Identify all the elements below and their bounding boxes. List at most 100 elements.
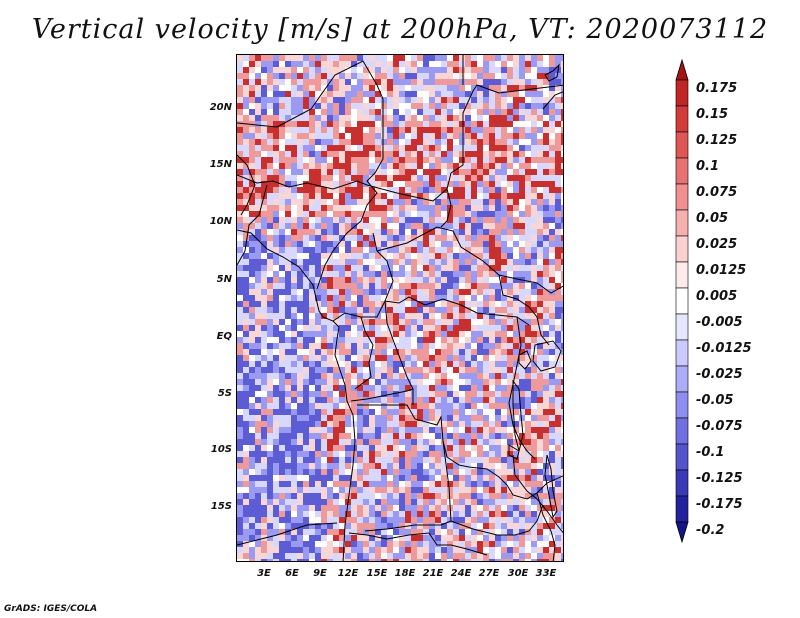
field-cell (321, 331, 327, 337)
field-cell (315, 529, 321, 535)
colorbar-label: 0.025 (696, 237, 738, 252)
field-cell (297, 61, 303, 67)
field-cell (525, 133, 531, 139)
field-cell (333, 229, 339, 235)
field-cell (513, 475, 519, 481)
field-cell (435, 499, 441, 505)
field-cell (279, 79, 285, 85)
field-cell (309, 67, 315, 73)
field-cell (243, 127, 249, 133)
field-cell (285, 325, 291, 331)
field-cell (507, 139, 513, 145)
field-cell (393, 187, 399, 193)
field-cell (393, 547, 399, 553)
field-cell (507, 361, 513, 367)
field-cell (309, 523, 315, 529)
field-cell (273, 451, 279, 457)
field-cell (501, 157, 507, 163)
field-cell (537, 265, 543, 271)
field-cell (441, 553, 447, 559)
field-cell (489, 499, 495, 505)
field-cell (507, 97, 513, 103)
field-cell (303, 535, 309, 541)
field-cell (351, 517, 357, 523)
field-cell (291, 367, 297, 373)
field-cell (549, 163, 555, 169)
field-cell (525, 505, 531, 511)
field-cell (369, 85, 375, 91)
field-cell (405, 265, 411, 271)
field-cell (477, 193, 483, 199)
velocity-map[interactable] (236, 54, 564, 562)
field-cell (273, 157, 279, 163)
field-cell (561, 247, 563, 253)
field-cell (417, 127, 423, 133)
field-cell (507, 253, 513, 259)
field-cell (561, 463, 563, 469)
field-cell (375, 115, 381, 121)
field-cell (477, 139, 483, 145)
field-cell (417, 439, 423, 445)
field-cell (423, 313, 429, 319)
field-cell (417, 547, 423, 553)
field-cell (537, 67, 543, 73)
field-cell (537, 247, 543, 253)
field-cell (465, 103, 471, 109)
field-cell (387, 55, 393, 61)
field-cell (363, 529, 369, 535)
field-cell (249, 295, 255, 301)
field-cell (543, 271, 549, 277)
field-cell (321, 451, 327, 457)
field-cell (465, 127, 471, 133)
field-cell (375, 337, 381, 343)
field-cell (351, 103, 357, 109)
field-cell (417, 331, 423, 337)
field-cell (465, 427, 471, 433)
field-cell (453, 265, 459, 271)
field-cell (465, 553, 471, 559)
field-cell (393, 235, 399, 241)
field-cell (279, 409, 285, 415)
field-cell (465, 241, 471, 247)
field-cell (261, 511, 267, 517)
field-cell (429, 79, 435, 85)
field-cell (459, 211, 465, 217)
field-cell (519, 193, 525, 199)
field-cell (297, 523, 303, 529)
field-cell (423, 277, 429, 283)
colorbar-cell (675, 339, 689, 367)
field-cell (393, 151, 399, 157)
field-cell (561, 427, 563, 433)
field-cell (279, 469, 285, 475)
field-cell (273, 457, 279, 463)
field-cell (357, 247, 363, 253)
field-cell (537, 337, 543, 343)
field-cell (453, 415, 459, 421)
field-cell (531, 457, 537, 463)
field-cell (561, 79, 563, 85)
field-cell (465, 349, 471, 355)
field-cell (507, 541, 513, 547)
field-cell (453, 463, 459, 469)
field-cell (465, 493, 471, 499)
field-cell (321, 109, 327, 115)
field-cell (369, 481, 375, 487)
field-cell (327, 457, 333, 463)
field-cell (411, 511, 417, 517)
field-cell (291, 73, 297, 79)
field-cell (513, 397, 519, 403)
field-cell (309, 235, 315, 241)
field-cell (537, 391, 543, 397)
field-cell (471, 439, 477, 445)
border-ethiopia-n (542, 91, 563, 110)
field-cell (267, 151, 273, 157)
field-cell (315, 235, 321, 241)
field-cell (435, 271, 441, 277)
field-cell (519, 67, 525, 73)
field-cell (273, 73, 279, 79)
field-cell (357, 427, 363, 433)
field-cell (243, 439, 249, 445)
field-cell (543, 91, 549, 97)
field-cell (483, 517, 489, 523)
field-cell (399, 85, 405, 91)
